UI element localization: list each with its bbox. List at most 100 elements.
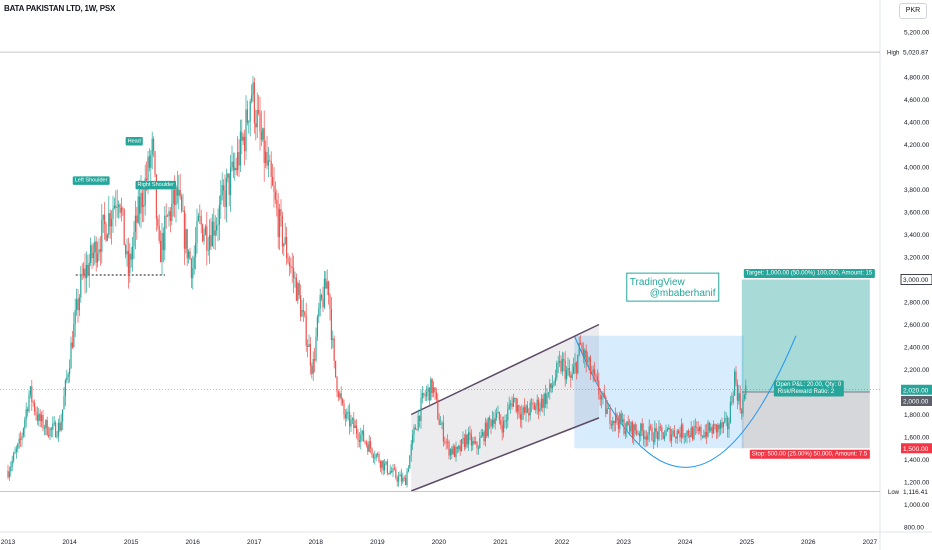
candle-body: [232, 161, 234, 171]
candle-body: [38, 413, 40, 421]
candle-body: [174, 190, 176, 206]
candle-body: [388, 473, 390, 474]
candle-body: [510, 403, 512, 405]
time-axis[interactable]: 2013 2014 2015 2016 2017 2018 2019 2020 2021 2022…: [1, 539, 878, 546]
candle-body: [283, 243, 285, 247]
stop-price-badge-bg: [901, 443, 932, 454]
candle-body: [524, 407, 526, 413]
candle-body: [43, 428, 45, 429]
candle-body: [700, 427, 702, 437]
candle-body: [106, 234, 108, 241]
candle-body: [449, 449, 451, 456]
candle-body: [713, 424, 715, 434]
candle-body: [60, 421, 62, 431]
candle-body: [567, 368, 569, 370]
candle-body: [291, 266, 293, 269]
candle-body: [498, 412, 500, 421]
candle-body: [519, 414, 521, 420]
candle-body: [321, 294, 323, 299]
candle-body: [141, 192, 143, 207]
candle-body: [609, 408, 611, 424]
candle-body: [605, 396, 607, 414]
candle-body: [619, 413, 621, 429]
candle-body: [608, 408, 610, 409]
candle-body: [522, 407, 524, 414]
candle-body: [76, 299, 78, 310]
candle-body: [367, 444, 369, 452]
candle-body: [326, 281, 328, 289]
candle-body: [707, 422, 709, 437]
candle-body: [94, 241, 96, 253]
candle-body: [113, 205, 115, 209]
candle-body: [182, 210, 184, 212]
candle-body: [120, 207, 122, 213]
candle-body: [202, 224, 204, 242]
candle-body: [325, 278, 327, 289]
left-shoulder-label: Left Shoulder: [75, 178, 108, 184]
candle-body: [476, 442, 478, 449]
candle-body: [344, 414, 346, 419]
candle-body: [125, 245, 127, 255]
x-tick-label: 2020: [432, 539, 447, 546]
x-tick-label: 2022: [555, 539, 570, 546]
candle-body: [647, 434, 649, 440]
candle-body: [178, 189, 180, 196]
candle-body: [497, 412, 499, 414]
candle-body: [389, 471, 391, 474]
candle-body: [407, 468, 409, 472]
candle-body: [626, 421, 628, 432]
candle-body: [589, 357, 591, 374]
candle-body: [493, 419, 495, 424]
candle-body: [644, 436, 646, 440]
candle-body: [235, 167, 237, 171]
candle-body: [111, 218, 113, 227]
risk-reward-label: Risk/Reward Ratio: 2: [778, 389, 835, 395]
candle-body: [685, 436, 687, 438]
candle-body: [272, 176, 274, 186]
candle-body: [528, 412, 530, 416]
candle-body: [155, 174, 157, 219]
candle-body: [87, 265, 89, 276]
currency-button[interactable]: PKR: [899, 3, 927, 19]
candle-body: [648, 426, 650, 435]
candle-body: [479, 437, 481, 449]
candle-body: [459, 445, 461, 451]
candle-body: [603, 392, 605, 397]
price-axis[interactable]: 5,200.00 4,800.00 4,600.00 4,400.00 4,200.00…: [887, 30, 932, 532]
candle-body: [689, 435, 691, 438]
candle-body: [340, 393, 342, 400]
candle-body: [143, 205, 145, 207]
candle-body: [414, 427, 416, 430]
candle-body: [69, 368, 71, 375]
candle-body: [73, 323, 75, 348]
candle-body: [445, 441, 447, 443]
y-tick-label: 2,800.00: [904, 300, 930, 307]
candle-body: [671, 434, 673, 441]
candle-body: [469, 432, 471, 435]
candle-body: [470, 434, 472, 446]
candle-body: [477, 448, 479, 449]
candles: [7, 76, 747, 488]
candle-body: [294, 277, 296, 279]
candle-body: [727, 418, 729, 430]
candle-body: [83, 268, 85, 276]
symbol-title[interactable]: BATA PAKISTAN LTD, 1W, PSX: [4, 4, 116, 13]
candle-body: [714, 424, 716, 425]
candle-body: [420, 398, 422, 422]
candle-body: [196, 220, 198, 244]
candle-body: [699, 427, 701, 432]
candle-body: [686, 430, 688, 437]
high-tag: High: [887, 51, 899, 57]
candle-body: [582, 349, 584, 358]
y-tick-label: 4,200.00: [904, 142, 930, 149]
candle-body: [39, 413, 41, 422]
candle-body: [641, 423, 643, 431]
candle-body: [561, 359, 563, 372]
candle-body: [500, 420, 502, 425]
candle-body: [692, 427, 694, 440]
candle-body: [353, 418, 355, 429]
candle-body: [584, 350, 586, 358]
candle-body: [533, 404, 535, 410]
candle-body: [175, 186, 177, 206]
